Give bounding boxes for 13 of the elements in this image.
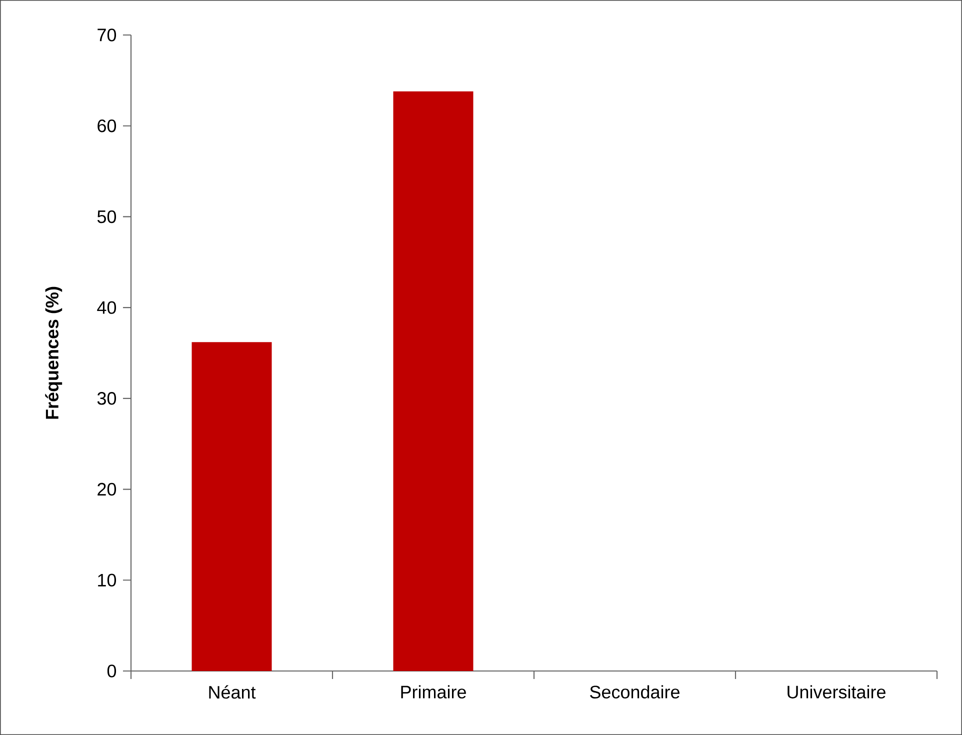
y-tick-label: 70: [98, 28, 116, 42]
x-tick-label: Néant: [209, 685, 256, 699]
y-tick-label: 40: [97, 301, 116, 314]
y-axis-title: Fréquences (%): [45, 286, 62, 419]
y-tick-label: 50: [97, 210, 116, 224]
y-tick-label: 30: [97, 392, 116, 405]
x-tick-label: Universitaire: [788, 685, 886, 698]
y-tick-label: 10: [98, 574, 116, 587]
y-tick-label: 0: [107, 664, 116, 678]
x-tick-label: Primaire: [401, 685, 466, 698]
y-tick-label: 20: [98, 482, 116, 496]
y-tick-label: 60: [98, 119, 116, 132]
x-tick-label: Secondaire: [590, 685, 680, 698]
